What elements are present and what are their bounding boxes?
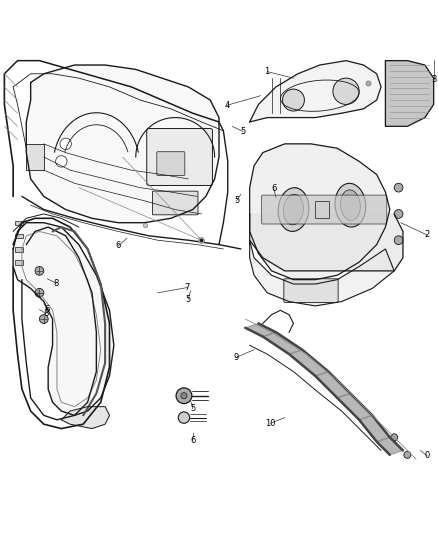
Text: 5: 5 — [190, 405, 195, 414]
Circle shape — [178, 412, 190, 423]
Ellipse shape — [278, 188, 309, 231]
Circle shape — [283, 89, 304, 111]
Bar — [15, 260, 23, 265]
Circle shape — [391, 434, 398, 441]
Polygon shape — [289, 350, 328, 376]
Text: 0: 0 — [424, 451, 430, 460]
Polygon shape — [61, 407, 110, 429]
Polygon shape — [315, 372, 350, 398]
Circle shape — [181, 393, 187, 399]
Ellipse shape — [335, 183, 366, 227]
Polygon shape — [377, 437, 403, 455]
Polygon shape — [337, 393, 372, 420]
Text: 5: 5 — [186, 295, 191, 304]
Circle shape — [35, 266, 44, 275]
Polygon shape — [250, 240, 394, 306]
Circle shape — [394, 209, 403, 219]
Text: 3: 3 — [431, 75, 436, 84]
Polygon shape — [385, 61, 434, 126]
Circle shape — [394, 183, 403, 192]
Text: 7: 7 — [185, 283, 190, 292]
Text: 8: 8 — [53, 279, 59, 288]
Polygon shape — [26, 65, 219, 223]
Circle shape — [56, 156, 67, 167]
Polygon shape — [263, 332, 302, 354]
Bar — [15, 221, 23, 225]
Polygon shape — [250, 144, 390, 280]
Circle shape — [60, 138, 71, 150]
Text: 4: 4 — [224, 101, 230, 110]
Text: 8: 8 — [43, 309, 49, 318]
Text: 5: 5 — [234, 196, 239, 205]
Text: 6: 6 — [271, 184, 276, 193]
Circle shape — [394, 236, 403, 245]
Text: 5: 5 — [240, 127, 246, 136]
Bar — [315, 201, 328, 219]
FancyBboxPatch shape — [152, 191, 198, 215]
Bar — [15, 247, 23, 252]
Circle shape — [176, 388, 192, 403]
Text: 6: 6 — [116, 241, 121, 251]
FancyBboxPatch shape — [157, 152, 185, 175]
Polygon shape — [245, 324, 276, 336]
Text: 9: 9 — [233, 353, 238, 362]
Bar — [26, 144, 44, 170]
Text: 6: 6 — [45, 305, 50, 314]
Bar — [15, 234, 23, 238]
FancyBboxPatch shape — [284, 279, 338, 302]
FancyBboxPatch shape — [147, 128, 212, 185]
Polygon shape — [359, 415, 390, 442]
Ellipse shape — [283, 194, 304, 225]
Circle shape — [333, 78, 359, 104]
Circle shape — [404, 451, 411, 458]
Circle shape — [35, 288, 44, 297]
Text: 1: 1 — [265, 67, 270, 76]
Text: 6: 6 — [190, 437, 195, 446]
FancyBboxPatch shape — [261, 195, 387, 224]
Text: 2: 2 — [424, 230, 430, 239]
Polygon shape — [250, 214, 403, 271]
Polygon shape — [250, 61, 381, 122]
Circle shape — [39, 314, 48, 324]
Polygon shape — [13, 223, 114, 415]
Text: 10: 10 — [265, 419, 276, 428]
Ellipse shape — [340, 190, 360, 221]
